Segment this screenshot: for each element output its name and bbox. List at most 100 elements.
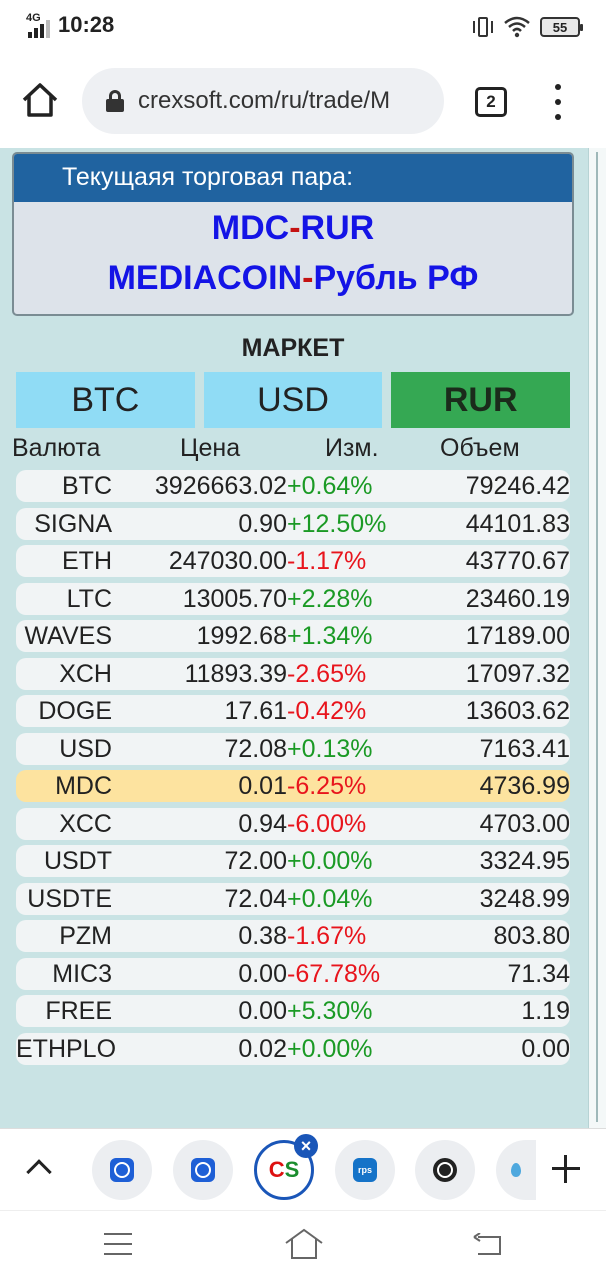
cell-change: +0.13%	[287, 734, 373, 763]
cell-change: +1.34%	[287, 622, 373, 650]
cell-volume: 44101.83	[465, 509, 570, 538]
table-row[interactable]: PZM 0.38 -1.67% 803.80	[16, 920, 570, 952]
table-row[interactable]: XCH 11893.39 -2.65% 17097.32	[16, 657, 570, 690]
cell-currency: FREE	[45, 997, 112, 1025]
cell-volume: 43770.67	[465, 547, 570, 575]
coinmarketcap-tab-2[interactable]	[173, 1140, 233, 1200]
cell-volume: 17189.00	[465, 622, 570, 650]
tab-btc[interactable]: BTC	[16, 372, 195, 428]
cell-volume: 17097.32	[465, 659, 570, 688]
lock-icon	[106, 90, 124, 112]
signal-icon: 4G	[26, 12, 52, 38]
cell-currency: ETH	[62, 547, 112, 575]
globe-icon	[433, 1158, 457, 1182]
pair-panel-heading: Текущаяя торговая пара:	[14, 154, 572, 202]
cell-currency: SIGNA	[34, 509, 112, 538]
battery-level: 55	[552, 19, 568, 35]
table-row[interactable]: USD 72.08 +0.13% 7163.41	[16, 732, 570, 765]
cell-change: -6.25%	[287, 772, 367, 800]
pair-code: MDC-RUR	[14, 209, 572, 248]
cell-volume: 4703.00	[479, 809, 570, 838]
cell-price: 11893.39	[184, 659, 287, 688]
cell-volume: 13603.62	[465, 697, 570, 725]
pair-name-base: MEDIACOIN	[107, 259, 303, 297]
cell-price: 1992.68	[196, 622, 287, 650]
status-bar: 4G 10:28 55	[0, 0, 606, 54]
cell-price: 0.02	[238, 1034, 287, 1063]
scrollbar[interactable]	[588, 148, 606, 1128]
table-row[interactable]: MIC3 0.00 -67.78% 71.34	[16, 957, 570, 990]
cell-change: +0.00%	[287, 847, 373, 875]
url-bar[interactable]: crexsoft.com/ru/trade/M	[82, 68, 444, 134]
cell-currency: ETHPLO	[16, 1034, 117, 1063]
cell-currency: USDT	[43, 847, 112, 875]
cell-change: -1.67%	[287, 922, 367, 950]
table-row[interactable]: USDTE 72.04 +0.04% 3248.99	[16, 882, 570, 915]
table-row[interactable]: USDT 72.00 +0.00% 3324.95	[16, 845, 570, 877]
chevron-up-icon[interactable]	[26, 1159, 52, 1185]
cell-change: +5.30%	[287, 997, 373, 1025]
column-header-currency[interactable]: Валюта	[12, 434, 101, 462]
market-title: МАРКЕТ	[241, 334, 345, 362]
system-nav-bar	[0, 1210, 606, 1280]
home-icon[interactable]	[20, 80, 60, 120]
vibrate-icon	[472, 15, 494, 39]
browser-toolbar: crexsoft.com/ru/trade/M 2	[0, 54, 606, 148]
pair-name-quote: Рубль РФ	[313, 259, 479, 297]
table-row[interactable]: MDC 0.01 -6.25% 4736.99	[16, 770, 570, 802]
cell-change: -2.65%	[287, 659, 367, 688]
globe-tab[interactable]	[415, 1140, 475, 1200]
column-header-price[interactable]: Цена	[180, 434, 241, 462]
tab-rur[interactable]: RUR	[391, 372, 571, 428]
close-tab-icon[interactable]: ×	[294, 1134, 318, 1158]
cell-change: +12.50%	[287, 509, 387, 538]
coinmarketcap-tab[interactable]	[92, 1140, 152, 1200]
column-header-volume[interactable]: Объем	[440, 434, 520, 462]
cell-currency: USDTE	[27, 884, 112, 913]
tab-usd[interactable]: USD	[203, 372, 383, 428]
table-row[interactable]: FREE 0.00 +5.30% 1.19	[16, 995, 570, 1027]
new-tab-plus-icon[interactable]	[552, 1155, 580, 1183]
market-table: BTC 3926663.02 +0.64% 79246.42 SIGNA 0.90 +12.…	[16, 470, 570, 1070]
cell-currency: USD	[59, 734, 112, 763]
coinmarketcap-icon	[110, 1158, 134, 1182]
cell-volume: 71.34	[507, 959, 570, 988]
more-menu-icon[interactable]	[550, 84, 566, 120]
drop-tab[interactable]	[496, 1140, 536, 1200]
cell-price: 17.61	[224, 697, 287, 725]
cell-change: -0.42%	[287, 697, 367, 725]
url-text: crexsoft.com/ru/trade/M	[138, 87, 391, 114]
cell-change: +0.04%	[287, 884, 373, 913]
table-row[interactable]: BTC 3926663.02 +0.64% 79246.42	[16, 470, 570, 502]
table-header: Валюта Цена Изм. Объем	[12, 434, 572, 464]
pair-code-quote: RUR	[300, 209, 375, 247]
column-header-change[interactable]: Изм.	[325, 434, 379, 462]
cell-price: 13005.70	[182, 584, 287, 613]
pair-code-dash: -	[289, 209, 301, 247]
cell-currency: WAVES	[24, 622, 112, 650]
cell-change: +0.00%	[287, 1034, 373, 1063]
cell-currency: XCH	[59, 659, 112, 688]
table-row[interactable]: WAVES 1992.68 +1.34% 17189.00	[16, 620, 570, 652]
cell-price: 72.08	[224, 734, 287, 763]
table-row[interactable]: ETHPLO 0.02 +0.00% 0.00	[16, 1032, 570, 1065]
tab-count: 2	[486, 92, 496, 111]
tabs-icon[interactable]: 2	[475, 87, 507, 117]
cell-price: 0.94	[238, 809, 287, 838]
back-icon[interactable]	[472, 1233, 502, 1257]
cell-currency: XCC	[59, 809, 112, 838]
market-tabs: BTC USD RUR	[16, 372, 571, 428]
recent-apps-icon[interactable]	[104, 1233, 132, 1255]
table-row[interactable]: XCC 0.94 -6.00% 4703.00	[16, 807, 570, 840]
table-row[interactable]: SIGNA 0.90 +12.50% 44101.83	[16, 507, 570, 540]
current-pair-panel: Текущаяя торговая пара: MDC-RUR MEDIACOI…	[12, 152, 574, 316]
cell-currency: PZM	[59, 922, 112, 950]
cell-change: -67.78%	[287, 959, 381, 988]
cell-change: -1.17%	[287, 547, 367, 575]
table-row[interactable]: DOGE 17.61 -0.42% 13603.62	[16, 695, 570, 727]
rps-tab[interactable]: rps	[335, 1140, 395, 1200]
table-row[interactable]: LTC 13005.70 +2.28% 23460.19	[16, 582, 570, 615]
drop-icon	[504, 1158, 528, 1182]
table-row[interactable]: ETH 247030.00 -1.17% 43770.67	[16, 545, 570, 577]
nav-home-icon[interactable]	[284, 1227, 324, 1261]
